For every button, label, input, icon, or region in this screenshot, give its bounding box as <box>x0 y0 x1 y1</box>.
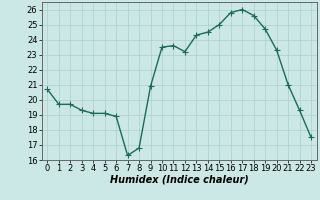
X-axis label: Humidex (Indice chaleur): Humidex (Indice chaleur) <box>110 175 249 185</box>
